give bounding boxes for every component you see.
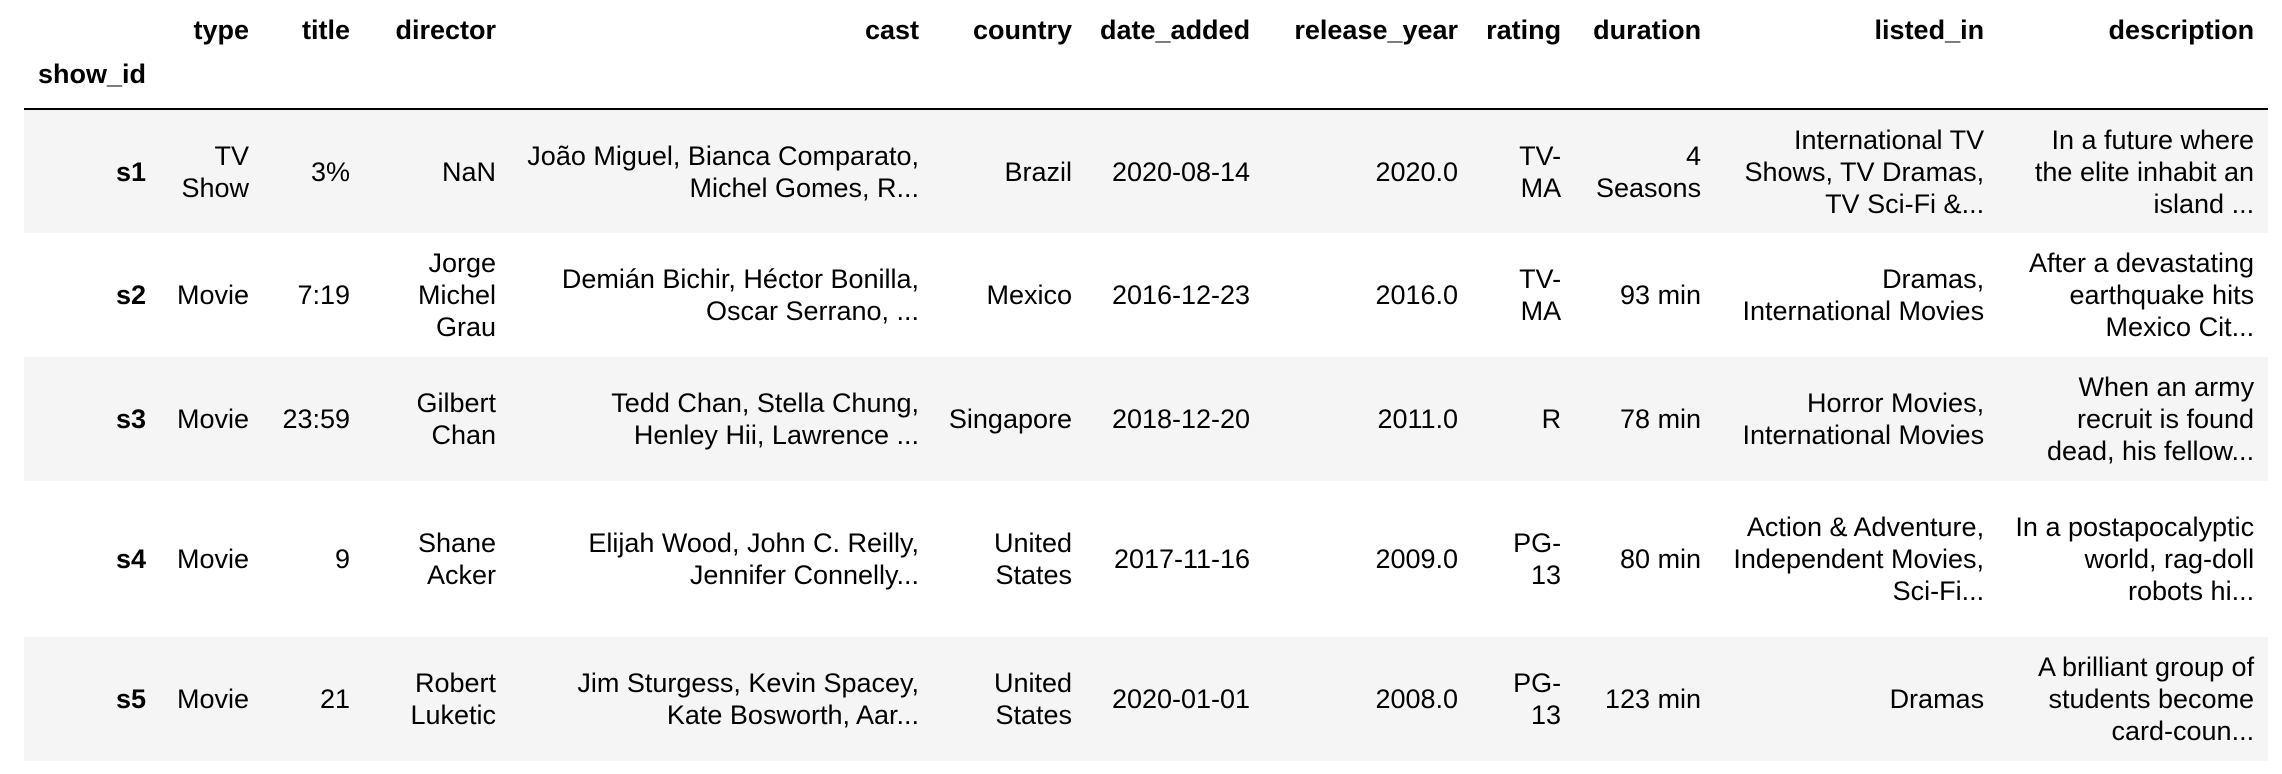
cell-date-added: 2016-12-23 <box>1111 280 1251 310</box>
cell-listed-in: Dramas <box>1889 684 1985 714</box>
cell-duration: 4 Seasons <box>1596 140 1702 203</box>
cell-listed-in: International TV Shows, TV Dramas, TV Sc… <box>1744 124 1985 219</box>
column-header-rating: rating <box>1486 15 1562 45</box>
cell-type: TV Show <box>181 140 250 203</box>
cell-title: 7:19 <box>297 280 351 310</box>
index-row-blank <box>1472 52 1575 109</box>
column-header-release-year: release_year <box>1294 15 1459 45</box>
cell-country: United States <box>993 528 1073 590</box>
cell-date-added: 2017-11-16 <box>1113 544 1251 574</box>
cell-title: 9 <box>334 544 351 574</box>
row-index: s2 <box>115 280 147 310</box>
column-header-description: description <box>2108 15 2255 45</box>
cell-date-added: 2018-12-20 <box>1111 404 1251 434</box>
cell-duration: 78 min <box>1620 404 1702 434</box>
table-header: type title director cast country date_ad… <box>24 0 2269 109</box>
cell-listed-in: Action & Adventure, Independent Movies, … <box>1733 512 1985 606</box>
cell-duration: 123 min <box>1605 684 1702 714</box>
cell-director: Shane Acker <box>417 528 497 590</box>
cell-cast: Jim Sturgess, Kevin Spacey, Kate Boswort… <box>577 668 920 730</box>
index-row-blank <box>1715 52 1998 109</box>
index-name-row: show_id <box>24 52 2268 109</box>
column-header-cast: cast <box>864 15 920 45</box>
table-row: s5 Movie 21 Robert Luketic Jim Sturgess,… <box>24 637 2269 761</box>
cell-duration: 93 min <box>1620 280 1702 310</box>
cell-release-year: 2009.0 <box>1375 544 1459 574</box>
cell-title: 21 <box>319 684 351 714</box>
column-header-title: title <box>302 15 351 45</box>
index-row-blank <box>160 52 263 109</box>
index-header-blank <box>24 0 160 52</box>
index-row-blank <box>1264 52 1472 109</box>
table-row: s2 Movie 7:19 Jorge Michel Grau Demián B… <box>24 233 2269 357</box>
cell-release-year: 2008.0 <box>1375 684 1459 714</box>
cell-country: Brazil <box>1004 156 1073 187</box>
cell-cast: Demián Bichir, Héctor Bonilla, Oscar Ser… <box>561 264 920 326</box>
cell-listed-in: Dramas, International Movies <box>1742 264 1985 326</box>
row-index: s5 <box>115 684 147 714</box>
cell-director: Gilbert Chan <box>416 388 497 450</box>
cell-cast: João Miguel, Bianca Comparato, Michel Go… <box>527 140 920 203</box>
index-row-blank <box>1575 52 1715 109</box>
cell-description: A brilliant group of students become car… <box>2037 652 2255 746</box>
cell-type: Movie <box>176 404 250 434</box>
cell-rating: TV-MA <box>1519 140 1562 203</box>
cell-type: Movie <box>176 544 250 574</box>
cell-description: In a postapocalyptic world, rag-doll rob… <box>2015 512 2255 606</box>
table-body: s1 TV Show 3% NaN João Miguel, Bianca Co… <box>24 109 2269 761</box>
cell-rating: PG-13 <box>1513 668 1562 730</box>
column-header-country: country <box>973 15 1073 45</box>
cell-duration: 80 min <box>1620 544 1702 574</box>
cell-cast: Elijah Wood, John C. Reilly, Jennifer Co… <box>588 528 920 590</box>
index-row-blank <box>1998 52 2268 109</box>
row-index: s1 <box>115 156 147 187</box>
cell-rating: R <box>1541 404 1562 434</box>
cell-title: 23:59 <box>282 404 351 434</box>
index-row-blank <box>510 52 933 109</box>
column-header-row: type title director cast country date_ad… <box>24 0 2268 52</box>
index-row-blank <box>933 52 1086 109</box>
cell-country: Singapore <box>948 404 1073 434</box>
cell-listed-in: Horror Movies, International Movies <box>1742 388 1985 450</box>
cell-type: Movie <box>176 684 250 714</box>
column-header-duration: duration <box>1593 15 1702 45</box>
table-row: s4 Movie 9 Shane Acker Elijah Wood, John… <box>24 481 2269 637</box>
cell-director: Robert Luketic <box>410 668 497 730</box>
row-index: s3 <box>115 404 147 434</box>
column-header-type: type <box>193 15 250 45</box>
table-row: s1 TV Show 3% NaN João Miguel, Bianca Co… <box>24 109 2269 233</box>
cell-description: After a devastating earthquake hits Mexi… <box>2028 248 2255 342</box>
row-index: s4 <box>115 544 147 574</box>
cell-rating: PG-13 <box>1513 528 1562 590</box>
cell-type: Movie <box>176 280 250 310</box>
cell-rating: TV-MA <box>1519 264 1562 326</box>
cell-description: When an army recruit is found dead, his … <box>2046 372 2255 466</box>
cell-release-year: 2011.0 <box>1377 404 1459 434</box>
cell-description: In a future where the elite inhabit an i… <box>2034 124 2255 219</box>
index-row-blank <box>364 52 510 109</box>
index-row-blank <box>1086 52 1264 109</box>
cell-country: Mexico <box>986 280 1073 310</box>
cell-title: 3% <box>310 156 351 187</box>
cell-date-added: 2020-01-01 <box>1111 684 1251 714</box>
cell-release-year: 2016.0 <box>1375 280 1459 310</box>
cell-date-added: 2020-08-14 <box>1111 156 1251 187</box>
column-header-director: director <box>395 15 497 45</box>
column-header-listed-in: listed_in <box>1874 15 1985 45</box>
cell-director: NaN <box>442 156 497 187</box>
column-header-date-added: date_added <box>1100 15 1251 45</box>
index-name: show_id <box>38 59 147 89</box>
dataframe-table: type title director cast country date_ad… <box>24 0 2269 761</box>
cell-country: United States <box>993 668 1073 730</box>
cell-director: Jorge Michel Grau <box>417 248 497 342</box>
cell-release-year: 2020.0 <box>1375 156 1459 187</box>
index-row-blank <box>263 52 364 109</box>
table-row: s3 Movie 23:59 Gilbert Chan Tedd Chan, S… <box>24 357 2269 481</box>
cell-cast: Tedd Chan, Stella Chung, Henley Hii, Law… <box>611 388 920 450</box>
